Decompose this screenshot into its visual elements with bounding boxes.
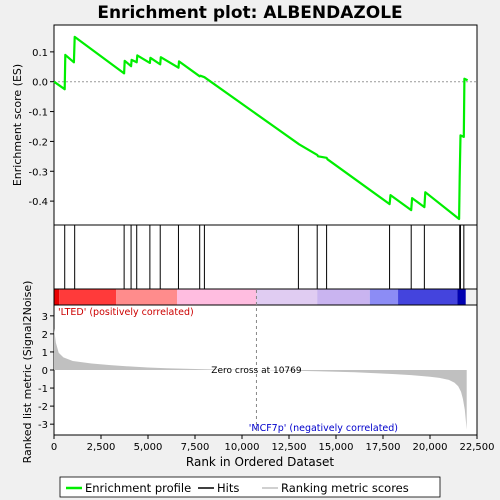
x-tick-label: 10,000 [225,442,260,453]
es-panel [53,24,478,226]
x-tick-label: 15,000 [319,442,354,453]
legend-box [59,476,441,498]
es-y-axis-label: Enrichment score (ES) [11,64,24,186]
x-tick-label: 17,500 [366,442,401,453]
negative-correlation-label: 'MCF7p' (negatively correlated) [249,423,398,434]
es-y-tick-label: -0.2 [28,137,48,148]
metric-y-tick-label: -2 [38,402,48,413]
x-tick-label: 7,500 [181,442,210,453]
es-y-tick-label: -0.1 [28,108,48,119]
x-tick-label: 2,500 [87,442,116,453]
color-bar-segment [398,289,458,305]
x-tick-label: 22,500 [460,442,495,453]
zero-cross-label: Zero cross at 10769 [211,366,302,376]
x-axis-label: Rank in Ordered Dataset [186,455,334,469]
chart-title: Enrichment plot: ALBENDAZOLE [97,3,402,23]
color-bar-segment [116,289,178,305]
metric-y-tick-label: 0 [42,366,48,377]
metric-y-tick-label: -1 [38,384,48,395]
hit-markers [64,225,465,289]
x-tick-label: 0 [51,442,57,453]
rank-color-bar [54,289,466,305]
metric-y-axis-label: Ranked list metric (Signal2Noise) [21,281,34,464]
color-bar-segment [177,289,257,305]
color-bar-segment [256,289,318,305]
x-axis-ticks: 0 2,500 5,000 7,500 10,000 12,500 15,000 17,500… [51,435,495,453]
hits-panel [53,224,478,290]
metric-y-tick-label: -3 [38,420,48,431]
es-y-tick-label: 0.0 [32,78,48,89]
metric-y-tick-label: 3 [42,312,48,323]
color-bar-segment [59,289,117,305]
metric-y-tick-label: 1 [42,348,48,359]
color-bar-segment [317,289,370,305]
es-y-tick-label: 0.1 [32,48,48,59]
legend-hits-label: Hits [217,481,239,495]
color-bar-segment [457,289,466,305]
positive-correlation-label: 'LTED' (positively correlated) [58,307,194,318]
x-tick-label: 5,000 [134,442,163,453]
es-y-ticks: 0.1 0.0 -0.1 -0.2 -0.3 -0.4 [28,48,54,208]
es-y-tick-label: -0.3 [28,167,48,178]
x-tick-label: 12,500 [272,442,307,453]
es-y-tick-label: -0.4 [28,197,48,208]
color-bar-segment [54,289,60,305]
metric-y-tick-label: 2 [42,330,48,341]
legend-enrichment-label: Enrichment profile [85,481,191,495]
metric-y-ticks: 3 2 1 0 -1 -2 -3 [38,312,54,431]
x-tick-label: 20,000 [413,442,448,453]
enrichment-profile-line [53,35,469,221]
legend-ranking-label: Ranking metric scores [281,481,409,495]
color-bar-segment [369,289,399,305]
